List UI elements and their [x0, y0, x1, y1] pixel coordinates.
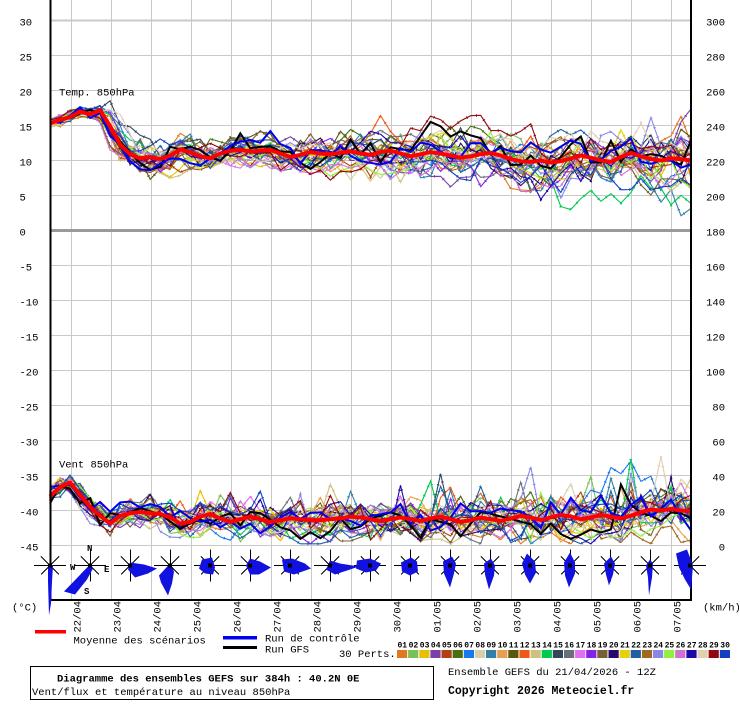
svg-text:01: 01 — [397, 642, 407, 651]
svg-text:15: 15 — [553, 642, 563, 651]
svg-text:180: 180 — [706, 228, 725, 240]
svg-text:29: 29 — [709, 642, 719, 651]
svg-text:(km/h): (km/h) — [703, 603, 740, 615]
svg-text:Ensemble GEFS du 21/04/2026 -: Ensemble GEFS du 21/04/2026 - 12Z — [448, 667, 656, 679]
svg-text:-40: -40 — [20, 508, 39, 520]
svg-text:80: 80 — [712, 403, 725, 415]
svg-text:-25: -25 — [20, 403, 39, 415]
svg-text:-35: -35 — [20, 473, 39, 485]
svg-text:(°C): (°C) — [12, 603, 37, 615]
svg-text:18: 18 — [587, 642, 597, 651]
svg-text:15: 15 — [20, 123, 33, 135]
svg-text:04/05: 04/05 — [553, 601, 565, 633]
svg-text:09: 09 — [486, 642, 496, 651]
svg-text:26: 26 — [676, 642, 686, 651]
svg-text:S: S — [84, 587, 90, 597]
svg-text:14: 14 — [542, 642, 552, 651]
svg-text:10: 10 — [498, 642, 508, 651]
svg-text:Temp. 850hPa: Temp. 850hPa — [59, 88, 135, 100]
svg-text:0: 0 — [719, 543, 725, 555]
svg-text:160: 160 — [706, 263, 725, 275]
svg-text:13: 13 — [531, 642, 541, 651]
svg-text:E: E — [104, 565, 110, 575]
svg-text:17: 17 — [576, 642, 586, 651]
svg-text:03/05: 03/05 — [513, 601, 525, 633]
svg-text:26/04: 26/04 — [233, 601, 245, 633]
svg-text:Copyright 2026 Meteociel.fr: Copyright 2026 Meteociel.fr — [448, 685, 634, 698]
svg-text:40: 40 — [712, 473, 725, 485]
svg-text:23/04: 23/04 — [113, 601, 125, 633]
svg-text:27/04: 27/04 — [273, 601, 285, 633]
svg-text:Vent 850hPa: Vent 850hPa — [59, 460, 128, 472]
svg-text:20: 20 — [712, 508, 725, 520]
svg-text:20: 20 — [609, 642, 619, 651]
svg-text:05/05: 05/05 — [593, 601, 605, 633]
svg-text:28: 28 — [698, 642, 708, 651]
svg-text:-20: -20 — [20, 368, 39, 380]
svg-text:06/05: 06/05 — [633, 601, 645, 633]
svg-text:08: 08 — [475, 642, 485, 651]
svg-text:N: N — [87, 544, 92, 554]
svg-text:07: 07 — [464, 642, 474, 651]
svg-text:25: 25 — [20, 53, 33, 65]
svg-text:-15: -15 — [20, 333, 39, 345]
svg-text:27: 27 — [687, 642, 697, 651]
svg-text:30: 30 — [720, 642, 730, 651]
svg-text:22: 22 — [631, 642, 641, 651]
svg-text:200: 200 — [706, 193, 725, 205]
svg-text:120: 120 — [706, 333, 725, 345]
svg-text:25: 25 — [665, 642, 675, 651]
svg-text:W: W — [70, 563, 76, 573]
svg-text:02/05: 02/05 — [473, 601, 485, 633]
svg-text:Moyenne des scénarios: Moyenne des scénarios — [74, 636, 206, 648]
svg-text:Run de contrôle: Run de contrôle — [265, 634, 360, 646]
svg-text:Run GFS: Run GFS — [265, 645, 309, 657]
svg-text:Vent/flux et température au ni: Vent/flux et température au niveau 850hP… — [32, 687, 290, 699]
svg-text:29/04: 29/04 — [353, 601, 365, 633]
svg-text:5: 5 — [20, 193, 26, 205]
svg-text:28/04: 28/04 — [313, 601, 325, 633]
svg-text:25/04: 25/04 — [193, 601, 205, 633]
svg-text:16: 16 — [564, 642, 574, 651]
svg-text:24: 24 — [653, 642, 663, 651]
svg-text:30 Perts.: 30 Perts. — [339, 649, 396, 661]
svg-text:140: 140 — [706, 298, 725, 310]
svg-text:300: 300 — [706, 18, 725, 30]
svg-text:30: 30 — [20, 18, 33, 30]
svg-text:100: 100 — [706, 368, 725, 380]
svg-text:260: 260 — [706, 88, 725, 100]
svg-text:06: 06 — [453, 642, 463, 651]
svg-text:01/05: 01/05 — [433, 601, 445, 633]
svg-text:07/05: 07/05 — [673, 601, 685, 633]
svg-text:-30: -30 — [20, 438, 39, 450]
svg-text:280: 280 — [706, 53, 725, 65]
svg-text:02: 02 — [409, 642, 419, 651]
svg-text:10: 10 — [20, 158, 33, 170]
svg-text:23: 23 — [642, 642, 652, 651]
svg-text:240: 240 — [706, 123, 725, 135]
svg-text:21: 21 — [620, 642, 630, 651]
svg-text:-5: -5 — [20, 263, 33, 275]
svg-text:05: 05 — [442, 642, 452, 651]
svg-text:60: 60 — [712, 438, 725, 450]
svg-text:Diagramme des ensembles GEFS s: Diagramme des ensembles GEFS sur 384h : … — [57, 674, 359, 686]
svg-text:04: 04 — [431, 642, 441, 651]
svg-text:24/04: 24/04 — [153, 601, 165, 633]
svg-text:11: 11 — [509, 642, 519, 651]
svg-text:20: 20 — [20, 88, 33, 100]
svg-text:30/04: 30/04 — [393, 601, 405, 633]
svg-text:220: 220 — [706, 158, 725, 170]
svg-text:-45: -45 — [20, 543, 39, 555]
svg-text:19: 19 — [598, 642, 608, 651]
svg-text:0: 0 — [20, 228, 26, 240]
svg-text:03: 03 — [420, 642, 430, 651]
svg-text:12: 12 — [520, 642, 530, 651]
svg-text:22/04: 22/04 — [73, 601, 85, 633]
svg-text:-10: -10 — [20, 298, 39, 310]
